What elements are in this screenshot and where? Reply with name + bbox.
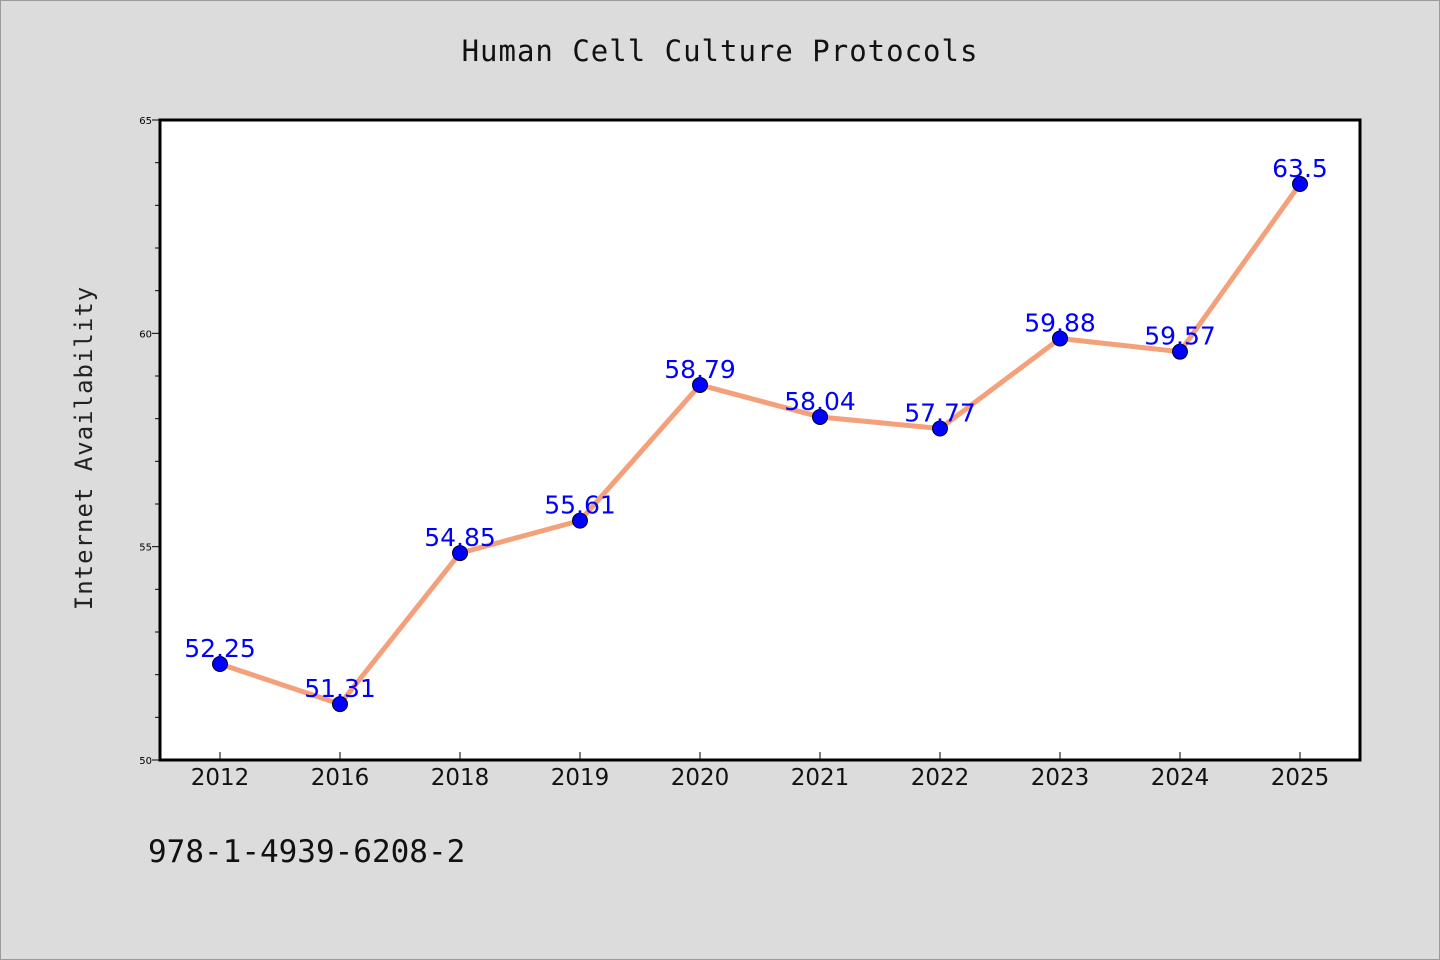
plot-area xyxy=(160,120,1360,760)
series-line-segment xyxy=(577,382,703,524)
data-label: 63.5 xyxy=(1272,154,1328,183)
data-point xyxy=(332,696,348,713)
y-tick-label: 60 xyxy=(139,329,152,340)
data-point xyxy=(212,656,228,672)
x-tick-label: 2016 xyxy=(311,765,370,791)
data-label: 59.57 xyxy=(1144,322,1216,351)
data-point xyxy=(452,545,468,562)
plot-border xyxy=(158,118,1362,762)
series-line-segment xyxy=(217,661,343,707)
series-line-segment xyxy=(1057,335,1183,355)
x-tick-label: 2012 xyxy=(191,765,250,791)
x-tick-label: 2021 xyxy=(791,765,850,791)
data-label: 58.04 xyxy=(784,387,856,416)
data-label: 51.31 xyxy=(304,674,376,703)
data-label: 52.25 xyxy=(184,634,256,663)
x-tick-label: 2022 xyxy=(911,765,970,791)
tick-layer: 50 55 60 65 2012 2016 2018 2019 2020 2021 2022 2023… xyxy=(139,116,1329,791)
data-point xyxy=(572,512,588,529)
y-tick-label: 55 xyxy=(139,543,152,554)
data-point xyxy=(932,420,948,437)
x-tick-label: 2023 xyxy=(1031,765,1090,791)
x-tick-label: 2019 xyxy=(551,765,610,791)
data-label: 58.79 xyxy=(664,355,736,384)
series-line-segment xyxy=(457,518,583,556)
data-point xyxy=(812,408,828,425)
data-point xyxy=(1292,176,1308,192)
y-axis-label: Internet Availability xyxy=(70,286,98,610)
data-label: 57.77 xyxy=(904,398,976,427)
chart-title: Human Cell Culture Protocols xyxy=(461,34,979,68)
data-label: 59.88 xyxy=(1024,308,1096,337)
y-tick-label: 65 xyxy=(139,116,152,127)
data-point xyxy=(1172,343,1188,360)
data-label: 54.85 xyxy=(424,523,496,552)
marker-layer xyxy=(212,176,1308,713)
series-line-segment xyxy=(337,550,463,707)
data-label-layer: 52.25 51.31 54.85 55.61 58.79 58.04 57.77 59.88… xyxy=(184,154,1328,703)
data-point xyxy=(692,376,708,393)
series-line-segment xyxy=(697,382,823,420)
y-tick-label: 50 xyxy=(139,756,152,767)
footer-identifier: 978-1-4939-6208-2 xyxy=(148,834,466,870)
series-line-segment xyxy=(817,414,943,431)
x-tick-label: 2024 xyxy=(1151,765,1210,791)
series-line-segment xyxy=(937,335,1063,431)
x-tick-label: 2025 xyxy=(1271,765,1330,791)
x-tick-label: 2018 xyxy=(431,765,490,791)
data-label: 55.61 xyxy=(544,491,616,520)
series-line-layer xyxy=(217,181,1303,707)
x-tick-label: 2020 xyxy=(671,765,730,791)
data-point xyxy=(1052,330,1068,347)
series-line-segment xyxy=(1177,181,1303,355)
